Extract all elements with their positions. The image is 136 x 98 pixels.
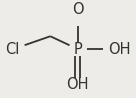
- Text: P: P: [73, 41, 82, 57]
- Text: OH: OH: [108, 41, 131, 57]
- Text: O: O: [72, 2, 83, 17]
- Text: Cl: Cl: [5, 41, 19, 57]
- Text: OH: OH: [66, 77, 89, 92]
